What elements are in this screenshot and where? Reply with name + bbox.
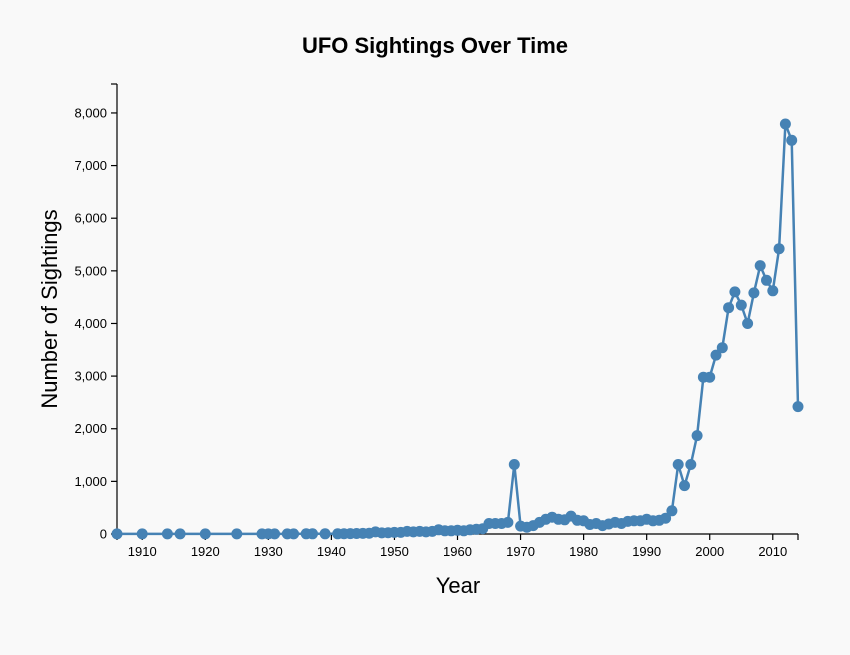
data-point <box>786 134 798 146</box>
x-tick-label: 1970 <box>506 544 535 559</box>
data-point <box>691 430 703 442</box>
y-tick-label: 1,000 <box>74 474 107 489</box>
y-tick-label: 8,000 <box>74 105 107 120</box>
data-point <box>767 285 779 297</box>
x-tick-label: 1910 <box>128 544 157 559</box>
y-axis <box>111 83 118 534</box>
x-tick-label: 1950 <box>380 544 409 559</box>
x-tick-label: 2000 <box>695 544 724 559</box>
data-point <box>685 459 697 470</box>
data-point <box>761 274 772 286</box>
data-point <box>231 528 243 540</box>
x-tick-label: 1960 <box>443 544 472 559</box>
data-point <box>269 528 281 540</box>
data-point <box>704 371 716 383</box>
data-point <box>666 505 678 517</box>
x-tick-label: 1920 <box>191 544 220 559</box>
y-tick-label: 4,000 <box>74 316 107 331</box>
data-point <box>773 243 785 255</box>
x-tick-label: 1980 <box>569 544 598 559</box>
data-point <box>288 528 300 540</box>
y-tick-label: 0 <box>100 527 107 542</box>
data-point <box>710 349 722 361</box>
data-point <box>792 401 804 413</box>
data-point <box>161 528 173 540</box>
x-tick-label: 1940 <box>317 544 346 559</box>
y-tick-label: 6,000 <box>74 211 107 226</box>
axis-ticks: 1910 1920 1930 1940 1950 1960 1970 1980 1990 2000… <box>74 105 787 559</box>
data-point <box>723 302 735 314</box>
data-point <box>748 287 760 299</box>
data-point <box>660 512 672 524</box>
data-point <box>319 528 331 540</box>
series-line <box>117 122 800 536</box>
data-point <box>672 459 684 470</box>
chart-title: UFO Sightings Over Time <box>302 33 568 58</box>
data-point <box>735 299 747 311</box>
data-point <box>502 516 514 528</box>
x-tick-label: 1930 <box>254 544 283 559</box>
y-tick-label: 3,000 <box>74 369 107 384</box>
data-point <box>754 260 766 272</box>
data-point <box>729 286 741 298</box>
y-axis-label: Number of Sightings <box>37 209 62 408</box>
data-point <box>174 528 186 540</box>
x-tick-label: 1990 <box>632 544 661 559</box>
data-points <box>111 118 804 540</box>
data-point <box>742 318 754 329</box>
data-point <box>111 528 123 540</box>
y-tick-label: 2,000 <box>74 421 107 436</box>
data-point <box>508 459 520 470</box>
data-point <box>136 528 148 540</box>
data-point <box>716 342 728 354</box>
data-point <box>307 528 318 540</box>
y-tick-label: 7,000 <box>74 158 107 173</box>
y-tick-label: 5,000 <box>74 263 107 278</box>
data-point <box>199 528 211 540</box>
x-axis-label: Year <box>436 573 480 598</box>
data-point <box>779 118 791 130</box>
data-point <box>679 480 690 492</box>
x-tick-label: 2010 <box>758 544 787 559</box>
